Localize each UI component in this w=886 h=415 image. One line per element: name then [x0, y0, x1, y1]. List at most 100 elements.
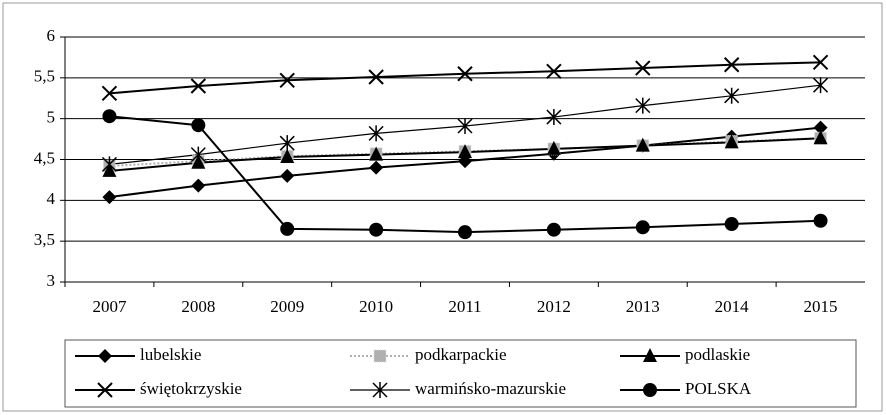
y-tick-label: 6	[47, 26, 56, 45]
data-point-part	[812, 54, 829, 71]
data-point	[812, 54, 829, 71]
data-point-part	[813, 213, 828, 228]
data-point	[546, 109, 562, 126]
data-point	[191, 178, 206, 193]
y-tick-label: 4,5	[34, 148, 55, 167]
data-point	[279, 72, 295, 88]
x-tick-label: 2008	[181, 297, 215, 316]
data-point	[813, 130, 828, 145]
data-point-part	[190, 78, 207, 94]
data-point	[369, 222, 384, 237]
data-point	[191, 118, 206, 133]
data-point	[813, 77, 829, 94]
data-point-part	[458, 144, 472, 159]
data-point	[190, 78, 207, 94]
x-tick-label: 2010	[359, 297, 393, 316]
data-point	[368, 69, 384, 85]
y-tick-label: 5,5	[34, 67, 55, 86]
legend-box	[64, 339, 857, 408]
legend-marker-part	[643, 383, 657, 397]
data-point-part	[368, 125, 384, 142]
data-point-part	[635, 137, 650, 152]
y-tick-label: 3,5	[34, 230, 55, 249]
data-point-part	[190, 146, 206, 163]
x-tick-label: 2013	[626, 297, 660, 316]
data-point-part	[280, 168, 295, 183]
data-point	[724, 134, 739, 149]
data-point	[101, 85, 118, 102]
legend-label: podkarpackie	[415, 345, 507, 364]
data-point	[724, 217, 739, 232]
data-point-part	[191, 178, 206, 193]
data-point-part	[813, 130, 828, 145]
data-point	[279, 135, 295, 152]
x-tick-label: 2015	[804, 297, 838, 316]
data-point-part	[724, 87, 740, 104]
legend-marker	[98, 349, 112, 363]
data-point-part	[546, 109, 562, 126]
data-point	[458, 225, 472, 240]
data-point	[369, 146, 384, 161]
x-tick-label: 2012	[537, 297, 571, 316]
legend-marker-part	[373, 349, 387, 363]
legend-label: lubelskie	[140, 345, 201, 364]
data-point	[101, 156, 117, 173]
data-point-part	[458, 225, 472, 240]
data-point-part	[369, 222, 384, 237]
legend-marker	[372, 382, 388, 398]
data-point-part	[546, 63, 562, 80]
x-tick-label: 2011	[448, 297, 481, 316]
data-point-part	[280, 221, 295, 236]
legend-label: podlaskie	[685, 345, 750, 364]
data-point	[458, 144, 472, 159]
data-point	[635, 97, 651, 114]
data-point	[102, 190, 117, 205]
legend-marker-part	[98, 349, 112, 363]
data-point	[635, 220, 650, 235]
data-point	[546, 63, 562, 80]
data-point-part	[369, 160, 384, 175]
data-point-part	[368, 69, 384, 85]
y-tick-label: 5	[47, 108, 56, 127]
data-point	[813, 120, 828, 135]
data-point-part	[546, 222, 561, 237]
data-point-part	[102, 109, 117, 124]
data-point	[368, 125, 384, 142]
data-point-part	[102, 190, 117, 205]
data-point	[457, 118, 473, 135]
legend-marker	[373, 349, 387, 363]
data-point	[280, 168, 295, 183]
data-point-part	[723, 57, 740, 73]
data-point-part	[813, 77, 829, 94]
data-point-part	[813, 120, 828, 135]
data-point	[635, 137, 650, 152]
data-point-part	[724, 134, 739, 149]
data-point	[457, 66, 473, 82]
data-point	[813, 213, 828, 228]
data-point-part	[635, 60, 651, 76]
legend-marker	[97, 382, 113, 398]
data-point	[190, 146, 206, 163]
x-tick-label: 2014	[715, 297, 750, 316]
data-point-part	[457, 66, 473, 82]
legend-label: świętokrzyskie	[140, 379, 242, 398]
data-point	[280, 221, 295, 236]
legend-label: POLSKA	[685, 379, 752, 398]
data-point	[724, 87, 740, 104]
legend-label: warmińsko-mazurskie	[415, 379, 566, 398]
data-point-part	[457, 118, 473, 135]
legend-marker-part	[372, 382, 388, 398]
x-tick-label: 2009	[270, 297, 304, 316]
data-point	[546, 222, 561, 237]
data-point	[102, 109, 117, 124]
data-point-part	[546, 140, 561, 155]
data-point-part	[279, 135, 295, 152]
y-tick-label: 4	[47, 189, 56, 208]
data-point-part	[279, 72, 295, 88]
data-point-part	[191, 118, 206, 133]
data-point	[723, 57, 740, 73]
data-point-part	[724, 217, 739, 232]
legend-marker-part	[97, 382, 113, 398]
